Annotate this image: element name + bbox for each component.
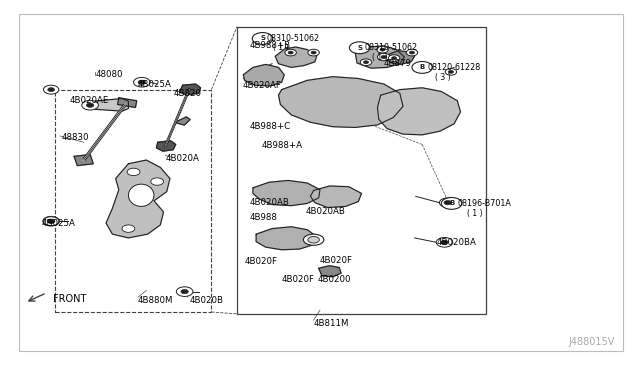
Text: 4B020B: 4B020B	[189, 296, 223, 305]
Text: 08310-51062: 08310-51062	[266, 34, 319, 43]
Text: ( 1 ): ( 1 )	[273, 43, 288, 52]
Polygon shape	[74, 154, 93, 166]
Text: 4B020A: 4B020A	[166, 154, 199, 163]
Text: 4B020F: 4B020F	[282, 275, 315, 284]
Circle shape	[392, 57, 397, 60]
Polygon shape	[253, 180, 320, 206]
Polygon shape	[319, 266, 341, 277]
Text: 4B020F: 4B020F	[320, 256, 353, 264]
Circle shape	[442, 198, 462, 209]
Polygon shape	[157, 141, 175, 151]
Text: S: S	[260, 35, 265, 42]
Text: 4B020AF: 4B020AF	[242, 81, 281, 90]
Polygon shape	[378, 88, 461, 135]
Circle shape	[412, 61, 433, 73]
Text: 4B811M: 4B811M	[314, 319, 349, 328]
Text: 08196-B701A: 08196-B701A	[458, 199, 511, 208]
Text: 4B988+B: 4B988+B	[250, 41, 291, 50]
Circle shape	[252, 33, 273, 44]
Text: B: B	[420, 64, 425, 70]
Text: 4B025A: 4B025A	[42, 219, 76, 228]
Circle shape	[449, 70, 454, 73]
Circle shape	[134, 77, 150, 87]
Ellipse shape	[303, 234, 324, 245]
Circle shape	[86, 103, 94, 108]
Text: 4B988+A: 4B988+A	[261, 141, 302, 150]
Text: 4B988: 4B988	[250, 213, 278, 222]
Circle shape	[308, 49, 319, 56]
Circle shape	[288, 51, 293, 54]
Ellipse shape	[129, 184, 154, 206]
Circle shape	[360, 59, 372, 65]
Text: ( 1 ): ( 1 )	[467, 209, 483, 218]
Circle shape	[311, 51, 316, 54]
Circle shape	[48, 88, 54, 92]
Polygon shape	[278, 77, 403, 128]
Text: S: S	[357, 45, 362, 51]
Circle shape	[436, 237, 453, 247]
Text: 4B988+C: 4B988+C	[250, 122, 291, 131]
Circle shape	[444, 201, 451, 205]
Text: ( 1 ): ( 1 )	[372, 53, 388, 62]
Text: 4B879: 4B879	[384, 59, 412, 68]
Polygon shape	[256, 227, 317, 250]
Circle shape	[410, 51, 415, 54]
Text: 4B020AB: 4B020AB	[250, 198, 290, 207]
Text: 4B020F: 4B020F	[244, 257, 278, 266]
Polygon shape	[243, 64, 284, 86]
Circle shape	[44, 85, 59, 94]
Circle shape	[285, 49, 296, 56]
Circle shape	[380, 48, 385, 51]
Circle shape	[127, 168, 140, 176]
Circle shape	[440, 198, 456, 208]
Circle shape	[47, 219, 55, 223]
Circle shape	[378, 53, 390, 61]
Polygon shape	[179, 84, 200, 95]
Circle shape	[364, 61, 369, 64]
Text: 4B820: 4B820	[173, 89, 201, 98]
Polygon shape	[175, 117, 190, 125]
Text: 4B020BA: 4B020BA	[436, 238, 476, 247]
Circle shape	[82, 100, 99, 110]
Bar	[237, 27, 486, 314]
Bar	[55, 90, 211, 312]
Circle shape	[388, 55, 400, 61]
Circle shape	[349, 42, 370, 54]
Text: 4B020AE: 4B020AE	[70, 96, 109, 105]
Text: J488015V: J488015V	[569, 337, 615, 347]
Polygon shape	[118, 98, 137, 108]
Circle shape	[122, 225, 135, 232]
Text: 48830: 48830	[61, 133, 89, 142]
Text: B: B	[449, 201, 454, 206]
Circle shape	[381, 55, 387, 59]
Polygon shape	[387, 51, 415, 64]
Text: 08310-51062: 08310-51062	[365, 43, 418, 52]
Text: 08120-61228: 08120-61228	[428, 63, 481, 72]
Text: 4B0200: 4B0200	[317, 275, 351, 284]
Ellipse shape	[308, 236, 319, 243]
Circle shape	[176, 287, 193, 296]
Text: 4B020AB: 4B020AB	[306, 208, 346, 217]
Polygon shape	[106, 160, 170, 238]
Text: 4B025A: 4B025A	[138, 80, 172, 89]
Polygon shape	[275, 47, 317, 67]
Text: ( 3 ): ( 3 )	[435, 73, 451, 82]
Circle shape	[151, 178, 164, 185]
Circle shape	[138, 80, 145, 84]
Circle shape	[445, 68, 457, 75]
Circle shape	[406, 49, 418, 56]
Circle shape	[43, 217, 60, 226]
Text: 4B880M: 4B880M	[138, 296, 173, 305]
Polygon shape	[310, 186, 362, 208]
Text: 48080: 48080	[95, 70, 123, 79]
Circle shape	[181, 289, 188, 294]
Text: FRONT: FRONT	[53, 294, 86, 304]
Polygon shape	[355, 46, 404, 68]
Circle shape	[48, 219, 54, 223]
Circle shape	[441, 240, 448, 244]
Polygon shape	[95, 99, 129, 111]
Circle shape	[44, 217, 59, 226]
Circle shape	[377, 46, 388, 53]
